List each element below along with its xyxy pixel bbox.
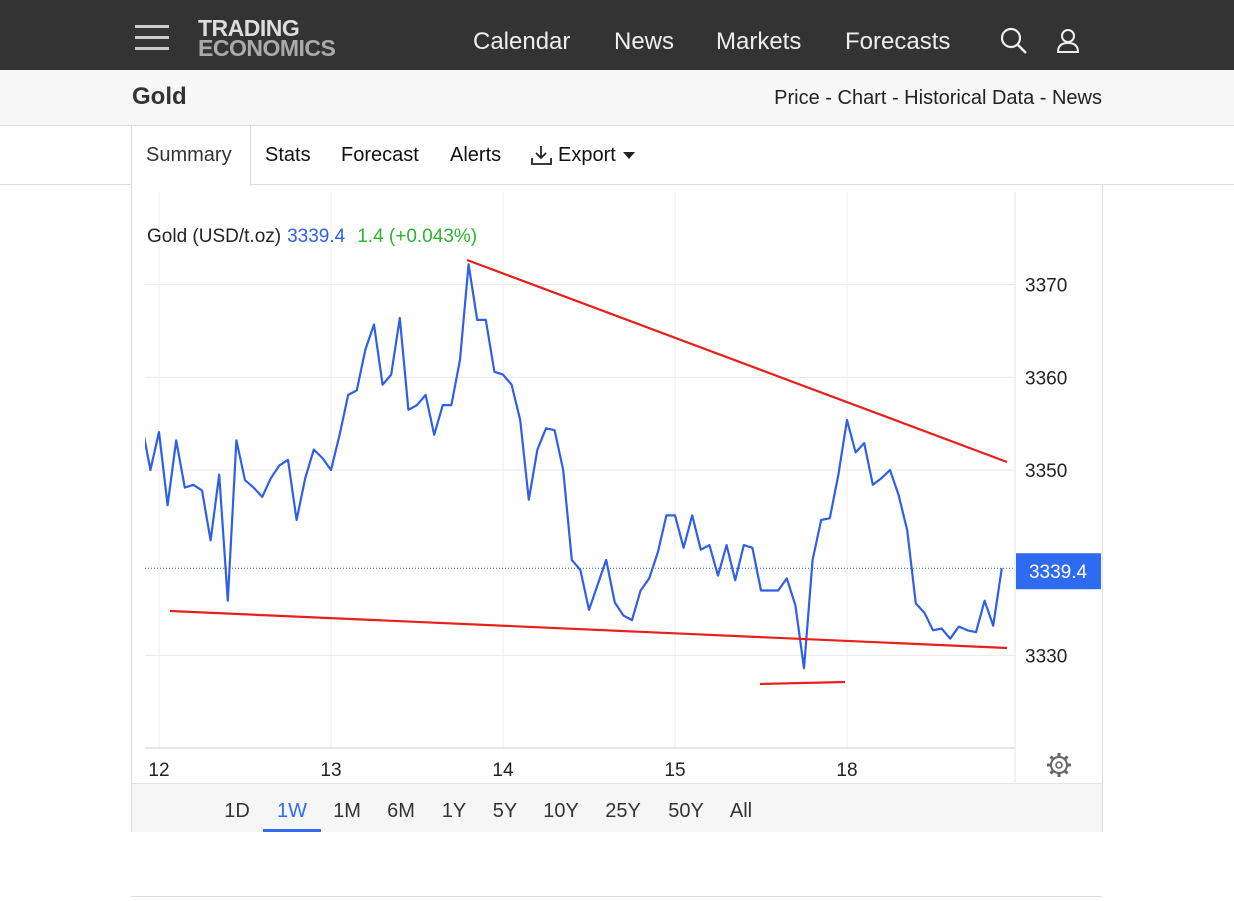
legend-name: Gold (USD/t.oz) <box>147 226 281 247</box>
range-button[interactable]: 1M <box>333 800 361 822</box>
range-button[interactable]: All <box>729 800 753 822</box>
menu-icon[interactable] <box>135 25 169 51</box>
range-button[interactable]: 50Y <box>668 800 704 822</box>
user-icon[interactable] <box>1055 27 1083 55</box>
trend-line <box>466 258 1008 464</box>
tab[interactable]: Export <box>558 144 616 166</box>
range-button[interactable]: 1W <box>263 800 321 832</box>
tab[interactable]: Alerts <box>450 144 502 166</box>
y-tick-label: 3360 <box>1025 368 1067 389</box>
page-title: Gold <box>132 83 187 110</box>
breadcrumb[interactable]: Price - Chart - Historical Data - News <box>774 87 1102 109</box>
legend-change: 1.4 (+0.043%) <box>357 226 477 247</box>
logo-line: ECONOMICS <box>198 35 336 61</box>
nav-link[interactable]: Forecasts <box>845 28 951 55</box>
trend-line <box>169 609 1008 650</box>
divider <box>0 184 1234 185</box>
x-tick-label: 13 <box>320 760 341 781</box>
range-button[interactable]: 1Y <box>441 800 467 822</box>
y-tick-label: 3370 <box>1025 276 1067 297</box>
top-bar: TRADING ECONOMICS Calendar News Markets F… <box>0 0 1234 70</box>
tab[interactable]: Summary <box>146 144 232 166</box>
x-tick-label: 14 <box>492 760 514 781</box>
range-button[interactable]: 6M <box>387 800 415 822</box>
last-price-tag <box>1016 553 1101 590</box>
legend: Gold (USD/t.oz) 3339.4 1.4 (+0.043%) <box>147 226 477 247</box>
download-icon <box>531 146 552 165</box>
nav-link[interactable]: News <box>614 28 675 55</box>
tab[interactable]: Forecast <box>341 144 419 166</box>
range-button[interactable]: 25Y <box>605 800 641 822</box>
legend-value: 3339.4 <box>287 226 346 247</box>
y-tick-label: 3330 <box>1025 646 1067 667</box>
nav-link[interactable]: Calendar <box>473 28 571 55</box>
range-bar <box>132 783 1102 832</box>
tab[interactable]: Stats <box>265 144 311 166</box>
range-button[interactable]: 5Y <box>492 800 518 822</box>
search-icon[interactable] <box>1000 27 1028 55</box>
chart: Gold (USD/t.oz) 3339.4 1.4 (+0.043%) 3330 3… <box>145 192 1101 783</box>
y-tick-label: 3350 <box>1025 461 1067 482</box>
sub-header <box>0 70 1234 126</box>
logo[interactable]: TRADING ECONOMICS <box>198 15 336 61</box>
divider <box>131 896 1102 897</box>
last-price-label: 3339.4 <box>1029 562 1088 583</box>
x-tick-label: 18 <box>836 760 857 781</box>
x-tick-label: 15 <box>664 760 685 781</box>
active-tab <box>131 125 251 186</box>
price-line <box>145 263 1003 670</box>
nav-link[interactable]: Markets <box>716 28 802 55</box>
range-button[interactable]: 1D <box>224 800 250 822</box>
settings-icon[interactable] <box>1047 753 1071 777</box>
trend-line <box>759 680 846 686</box>
logo-line: TRADING <box>198 15 300 41</box>
caret <box>623 152 635 159</box>
range-button[interactable]: 10Y <box>543 800 579 822</box>
x-tick-label: 12 <box>148 760 169 781</box>
